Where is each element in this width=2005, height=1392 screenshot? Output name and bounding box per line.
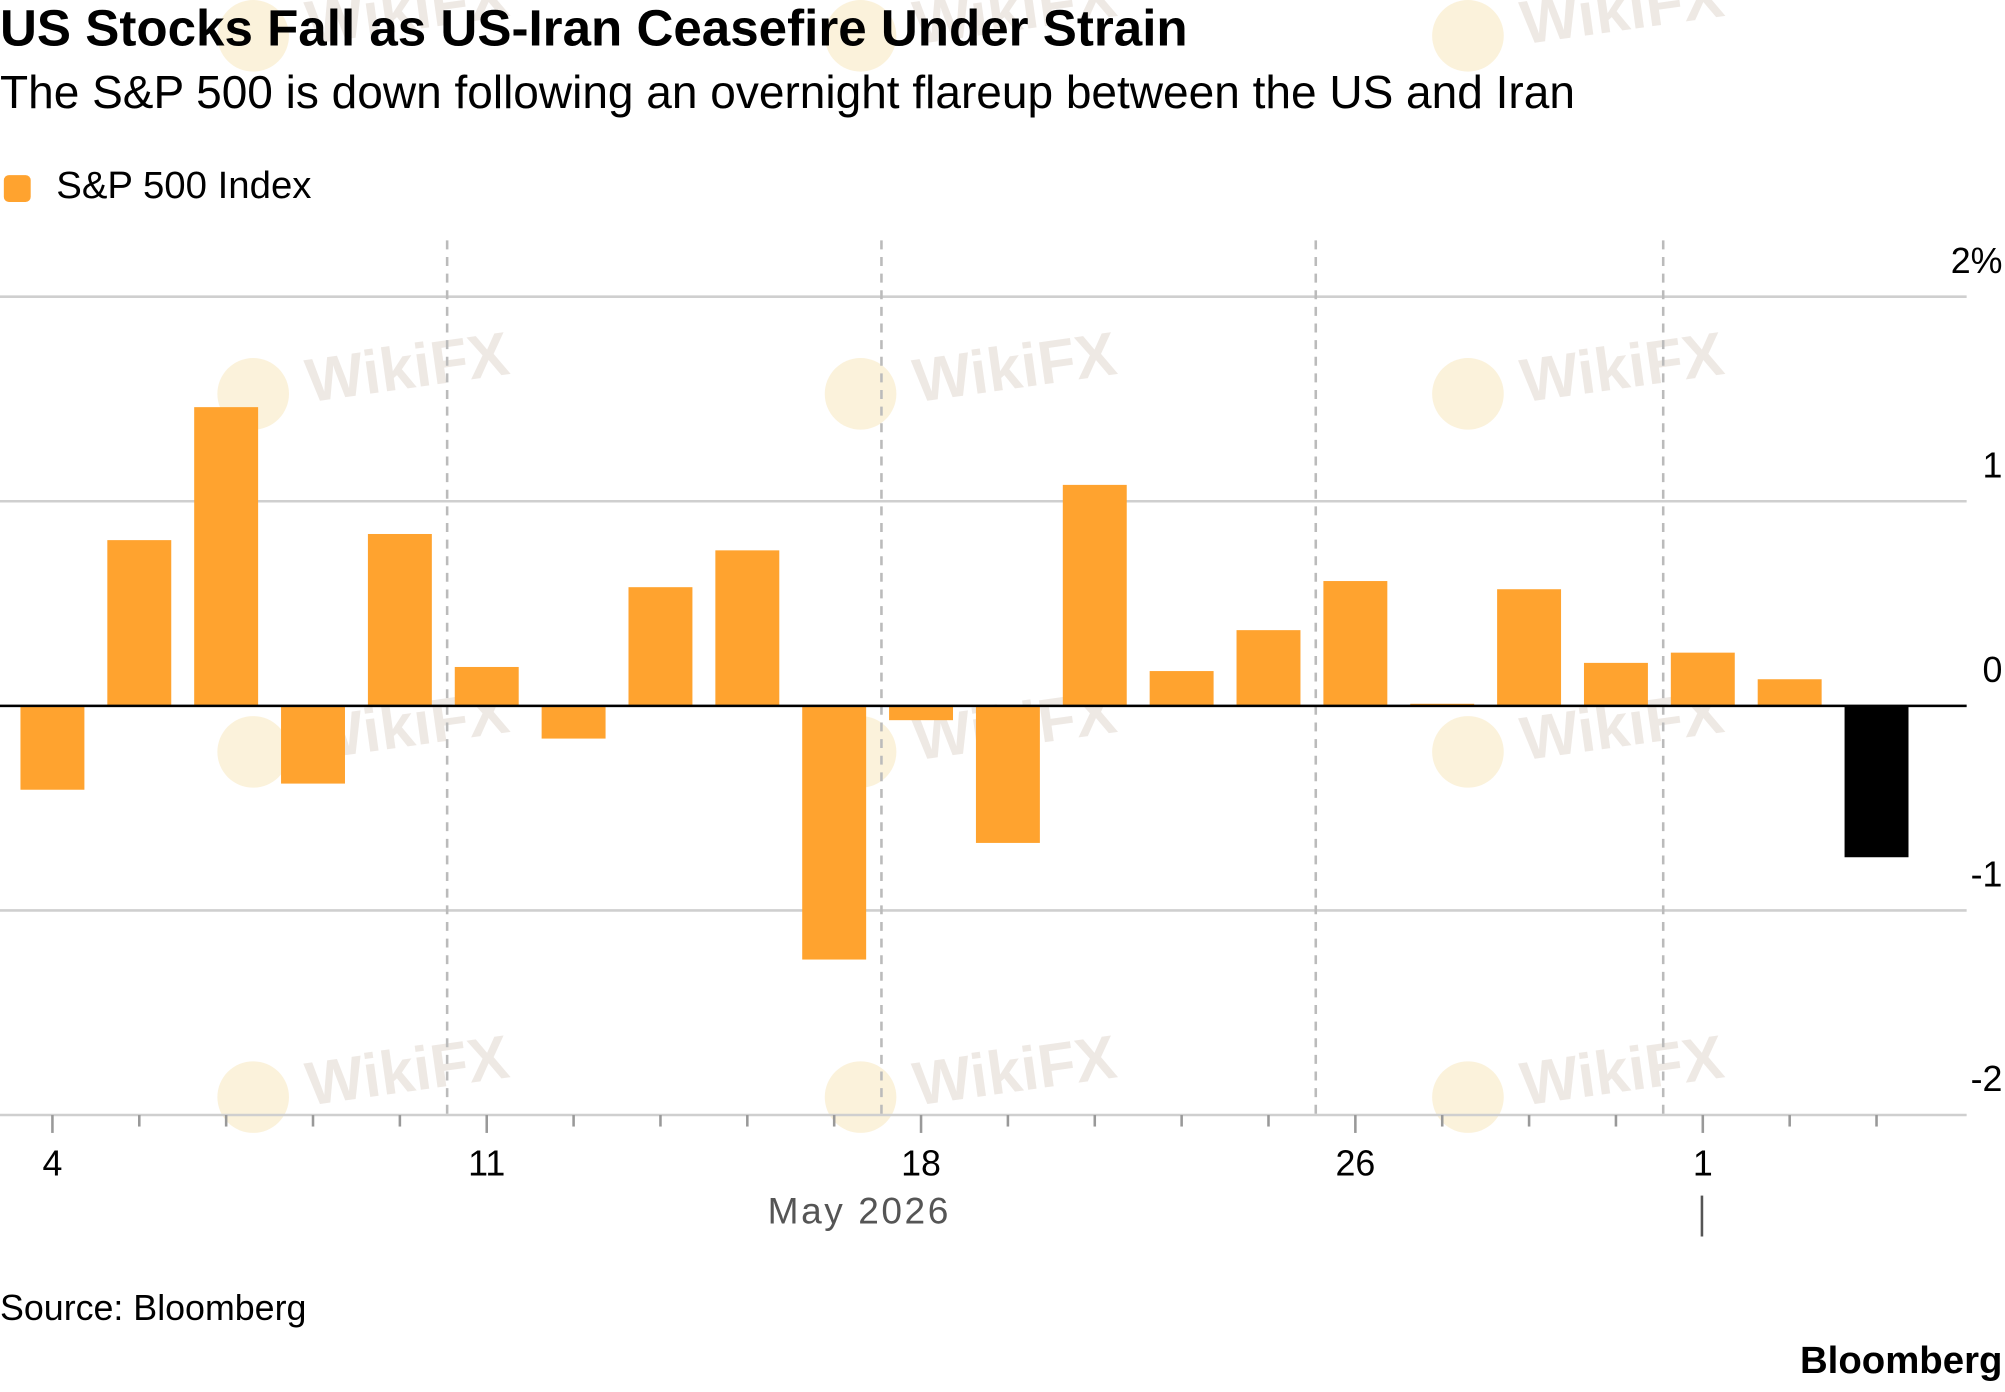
bar [628, 587, 693, 706]
x-tick-label: 18 [901, 1144, 941, 1184]
bar [715, 550, 780, 706]
watermark: WikiFX [909, 319, 1121, 416]
x-axis-label: May 2026 [768, 1189, 951, 1231]
chart-subtitle: The S&P 500 is down following an overnig… [0, 66, 1575, 118]
watermark-icon [824, 1061, 897, 1133]
watermark: WikiFX [1516, 319, 1728, 416]
watermark-icon [217, 1061, 289, 1133]
watermark: WikiFX [301, 1023, 513, 1120]
bar [1757, 679, 1822, 706]
bar [802, 705, 867, 960]
x-tick-label: 11 [468, 1144, 505, 1184]
watermark: WikiFX [909, 1023, 1121, 1120]
x-tick-label: 4 [42, 1144, 62, 1184]
bar [541, 705, 606, 739]
bar [194, 407, 259, 706]
bar [889, 705, 954, 721]
chart-title: US Stocks Fall as US-Iran Ceasefire Unde… [0, 0, 1188, 56]
y-tick-label: -2 [1971, 1059, 2003, 1099]
bar [20, 705, 85, 790]
bar [454, 666, 519, 706]
bar [281, 705, 345, 784]
x-tick-label: 26 [1335, 1144, 1375, 1184]
watermark-icon [824, 0, 897, 72]
y-tick-label: 2% [1951, 241, 2003, 281]
watermark: WikiFX [1516, 1023, 1728, 1120]
bar [1323, 581, 1388, 706]
bar [1583, 662, 1648, 706]
x-tick-label: 1 [1693, 1144, 1713, 1184]
watermark-icon [217, 0, 289, 72]
y-tick-label: 1 [1983, 445, 2003, 485]
y-tick-label: -1 [1971, 855, 2003, 895]
watermark-icon [824, 358, 897, 430]
bar [1149, 671, 1214, 706]
watermarks: WikiFX WikiFX WikiFX WikiFX WikiFX WikiFX Wiki… [217, 0, 1728, 1133]
bar [367, 533, 432, 706]
watermark-icon [217, 716, 289, 788]
bar [1670, 652, 1735, 706]
source: Source: Bloomberg [0, 1288, 306, 1328]
logo: Bloomberg [1800, 1339, 2002, 1382]
bar [1844, 705, 1909, 858]
bar [1236, 630, 1301, 706]
watermark-icon [1432, 358, 1504, 430]
bar [1062, 484, 1127, 706]
watermark-icon [1432, 716, 1504, 788]
bar [975, 705, 1040, 843]
legend-label: S&P 500 Index [56, 164, 311, 207]
legend-swatch [3, 175, 31, 203]
watermark: WikiFX [1516, 0, 1728, 58]
watermark-icon [1432, 0, 1504, 72]
bar [1497, 589, 1562, 706]
watermark: WikiFX [301, 319, 513, 416]
y-tick-label: 0 [1983, 650, 2003, 690]
bar [107, 540, 172, 706]
